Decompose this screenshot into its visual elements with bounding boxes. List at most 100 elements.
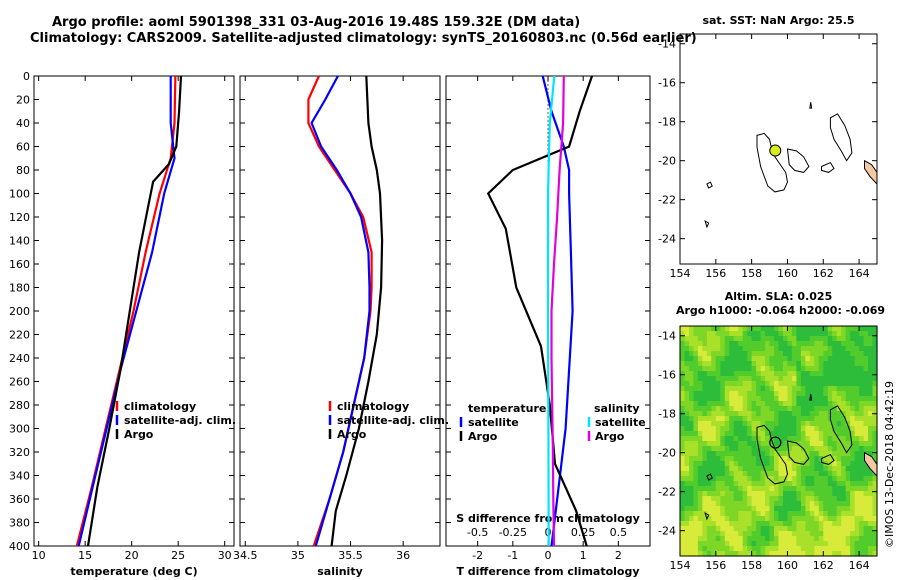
- sla-cell: [751, 451, 757, 457]
- sla-cell: [818, 386, 824, 392]
- sla-cell: [711, 436, 717, 442]
- sla-cell: [809, 461, 815, 467]
- sla-cell: [702, 381, 708, 387]
- x-tick-label: 35.5: [338, 549, 363, 562]
- sla-cell: [823, 441, 829, 447]
- sla-cell: [760, 326, 766, 332]
- sla-cell: [791, 486, 797, 492]
- sla-cell: [769, 526, 775, 532]
- sla-cell: [832, 341, 838, 347]
- x-tick-label: 162: [813, 267, 834, 280]
- sla-cell: [774, 431, 780, 437]
- sla-cell: [791, 451, 797, 457]
- sla-cell: [863, 491, 869, 497]
- sla-cell: [836, 401, 842, 407]
- sla-cell: [850, 351, 856, 357]
- sla-cell: [796, 486, 802, 492]
- sla-cell: [872, 326, 878, 332]
- sla-cell: [783, 541, 789, 547]
- sla-cell: [711, 391, 717, 397]
- sla-cell: [706, 416, 712, 422]
- sla-cell: [706, 331, 712, 337]
- sla-cell: [805, 456, 811, 462]
- sla-cell: [706, 386, 712, 392]
- sla-cell: [845, 401, 851, 407]
- sla-cell: [774, 441, 780, 447]
- sla-cell: [733, 446, 739, 452]
- sla-cell: [854, 441, 860, 447]
- legend-heading: temperature: [468, 402, 546, 415]
- sla-cell: [836, 511, 842, 517]
- sla-cell: [747, 521, 753, 527]
- sla-cell: [702, 336, 708, 342]
- sla-cell: [814, 551, 820, 557]
- sla-cell: [854, 511, 860, 517]
- sla-cell: [715, 351, 721, 357]
- y-tick-label: 120: [9, 211, 30, 224]
- sla-cell: [706, 551, 712, 557]
- sla-cell: [823, 486, 829, 492]
- sla-cell: [715, 516, 721, 522]
- sla-cell: [702, 506, 708, 512]
- sla-cell: [756, 331, 762, 337]
- sla-cell: [702, 346, 708, 352]
- sla-cell: [832, 506, 838, 512]
- sla-cell: [832, 466, 838, 472]
- sla-cell: [778, 401, 784, 407]
- sla-cell: [814, 336, 820, 342]
- sla-cell: [720, 461, 726, 467]
- sla-cell: [702, 541, 708, 547]
- sla-cell: [778, 471, 784, 477]
- sla-cell: [805, 381, 811, 387]
- sla-cell: [711, 341, 717, 347]
- sla-cell: [702, 471, 708, 477]
- sla-cell: [706, 396, 712, 402]
- sla-cell: [769, 521, 775, 527]
- sla-cell: [724, 486, 730, 492]
- sla-cell: [841, 371, 847, 377]
- sla-cell: [702, 451, 708, 457]
- sla-cell: [868, 536, 874, 542]
- sla-cell: [684, 386, 690, 392]
- sla-cell: [702, 551, 708, 557]
- sla-cell: [742, 411, 748, 417]
- sla-cell: [724, 421, 730, 427]
- y-tick-label: -20: [658, 447, 676, 460]
- sla-cell: [693, 551, 699, 557]
- sla-cell: [787, 376, 793, 382]
- sla-cell: [747, 366, 753, 372]
- sla-cell: [809, 401, 815, 407]
- sla-cell: [859, 446, 865, 452]
- sla-cell: [711, 476, 717, 482]
- sla-cell: [693, 411, 699, 417]
- x2-tick-label: 0.5: [610, 526, 628, 539]
- sla-cell: [809, 391, 815, 397]
- sla-cell: [751, 476, 757, 482]
- sla-cell: [751, 496, 757, 502]
- sla-cell: [756, 461, 762, 467]
- sla-cell: [859, 396, 865, 402]
- sla-cell: [836, 336, 842, 342]
- sla-cell: [680, 376, 686, 382]
- sla-cell: [854, 471, 860, 477]
- sla-cell: [760, 451, 766, 457]
- sla-cell: [818, 396, 824, 402]
- sla-cell: [738, 391, 744, 397]
- sla-cell: [724, 351, 730, 357]
- sla-cell: [747, 361, 753, 367]
- sla-cell: [765, 506, 771, 512]
- sla-cell: [751, 406, 757, 412]
- sla-cell: [832, 401, 838, 407]
- sla-cell: [706, 446, 712, 452]
- sla-cell: [774, 396, 780, 402]
- sla-cell: [724, 506, 730, 512]
- sla-cell: [769, 411, 775, 417]
- sla-cell: [850, 521, 856, 527]
- coastline: [809, 102, 813, 109]
- sla-cell: [706, 471, 712, 477]
- sla-cell: [827, 376, 833, 382]
- sla-cell: [814, 466, 820, 472]
- sla-cell: [733, 521, 739, 527]
- sla-cell: [791, 331, 797, 337]
- sla-cell: [818, 451, 824, 457]
